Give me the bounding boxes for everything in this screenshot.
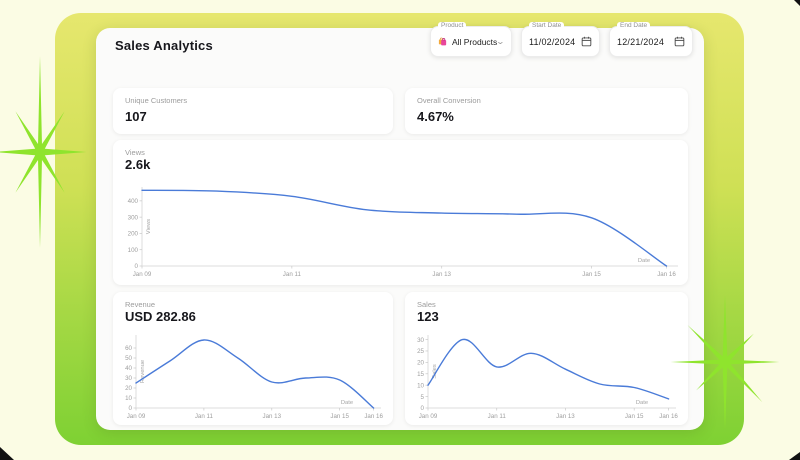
chart-headline: USD 282.86: [125, 309, 196, 324]
stat-value: 4.67%: [417, 109, 454, 124]
svg-text:Jan 16: Jan 16: [659, 413, 678, 420]
page-title: Sales Analytics: [115, 38, 213, 53]
svg-text:Jan 15: Jan 15: [582, 271, 601, 278]
svg-text:Revenue: Revenue: [140, 360, 146, 383]
views-line-chart: 0 100 200 300 400 Jan 09 Jan 11 Jan 13 Jan 15 Jan…: [128, 187, 678, 278]
product-select-label: Product: [438, 22, 467, 29]
chevron-down-icon: ⌄: [495, 37, 506, 46]
svg-text:Jan 09: Jan 09: [419, 413, 438, 420]
start-date-value: 11/02/2024: [529, 36, 576, 47]
svg-text:20: 20: [125, 385, 132, 392]
svg-text:30: 30: [417, 337, 424, 344]
svg-text:Date: Date: [341, 400, 353, 406]
chart-title: Revenue: [125, 300, 156, 309]
shopping-bags-icon: [438, 37, 447, 46]
revenue-chart-card: Revenue USD 282.86 0 10 20 30 40 50 60 Jan 09 Ja…: [113, 292, 393, 425]
end-date-input[interactable]: End Date 12/21/2024: [609, 22, 693, 57]
stats-row: Unique Customers 107 Overall Conversion …: [113, 88, 688, 134]
calendar-icon[interactable]: [581, 36, 592, 47]
svg-text:20: 20: [417, 360, 424, 367]
stat-label: Overall Conversion: [417, 96, 481, 105]
filter-controls: Product All Products ⌄ Start Date 11/02/…: [430, 22, 693, 57]
svg-text:10: 10: [125, 395, 132, 402]
start-date-label: Start Date: [529, 22, 565, 29]
dashboard-card: Sales Analytics Product All Products ⌄ S…: [96, 22, 704, 430]
svg-text:0: 0: [421, 405, 425, 412]
svg-text:100: 100: [128, 247, 139, 254]
stat-value: 107: [125, 109, 147, 124]
svg-text:Date: Date: [636, 400, 648, 406]
svg-text:Jan 11: Jan 11: [488, 413, 507, 420]
start-date-input[interactable]: Start Date 11/02/2024: [521, 22, 600, 57]
svg-text:Jan 16: Jan 16: [364, 413, 383, 420]
svg-text:10: 10: [417, 382, 424, 389]
svg-text:50: 50: [125, 355, 132, 362]
svg-text:0: 0: [129, 405, 133, 412]
stat-label: Unique Customers: [125, 96, 188, 105]
svg-text:400: 400: [128, 198, 139, 205]
svg-text:Jan 13: Jan 13: [432, 271, 451, 278]
svg-text:Jan 13: Jan 13: [556, 413, 575, 420]
svg-text:200: 200: [128, 231, 139, 238]
svg-text:Jan 15: Jan 15: [330, 413, 349, 420]
svg-text:300: 300: [128, 214, 139, 221]
views-chart-card: Views 2.6k 0 100 200 300 400 Jan 09 Jan 11 Jan …: [113, 140, 688, 285]
svg-text:Jan 09: Jan 09: [127, 413, 146, 420]
chart-headline: 2.6k: [125, 157, 151, 172]
chart-title: Sales: [417, 300, 436, 309]
svg-text:25: 25: [417, 348, 424, 355]
end-date-value: 12/21/2024: [617, 36, 665, 47]
svg-text:Jan 11: Jan 11: [283, 271, 302, 278]
svg-text:5: 5: [421, 394, 425, 401]
product-select-value: All Products: [451, 36, 498, 47]
svg-text:Views: Views: [146, 219, 152, 234]
chart-headline: 123: [417, 309, 439, 324]
sales-line-chart: 0 5 10 15 20 25 30 Jan 09 Jan 11 Jan 13 Jan 15 Jan …: [417, 335, 678, 420]
svg-text:Jan 13: Jan 13: [262, 413, 281, 420]
svg-text:60: 60: [125, 345, 132, 352]
svg-text:15: 15: [417, 371, 424, 378]
product-select[interactable]: Product All Products ⌄: [430, 22, 512, 57]
chart-title: Views: [125, 148, 145, 157]
svg-text:30: 30: [125, 375, 132, 382]
svg-text:40: 40: [125, 365, 132, 372]
svg-text:Date: Date: [638, 258, 650, 264]
stat-card-unique-customers: Unique Customers 107: [113, 88, 393, 134]
svg-text:Jan 15: Jan 15: [625, 413, 644, 420]
end-date-label: End Date: [617, 22, 651, 29]
calendar-icon[interactable]: [674, 36, 685, 47]
svg-text:Jan 09: Jan 09: [133, 271, 152, 278]
svg-text:Jan 16: Jan 16: [657, 271, 676, 278]
stat-card-overall-conversion: Overall Conversion 4.67%: [405, 88, 688, 134]
svg-text:Sales: Sales: [432, 364, 438, 379]
sales-chart-card: Sales 123 0 5 10 15 20 25 30 Jan 09 Jan 11 Jan 13…: [405, 292, 688, 425]
svg-text:Jan 11: Jan 11: [195, 413, 214, 420]
revenue-line-chart: 0 10 20 30 40 50 60 Jan 09 Jan 11 Jan 13 Jan 15 Jan…: [125, 335, 383, 420]
svg-text:0: 0: [135, 263, 139, 270]
